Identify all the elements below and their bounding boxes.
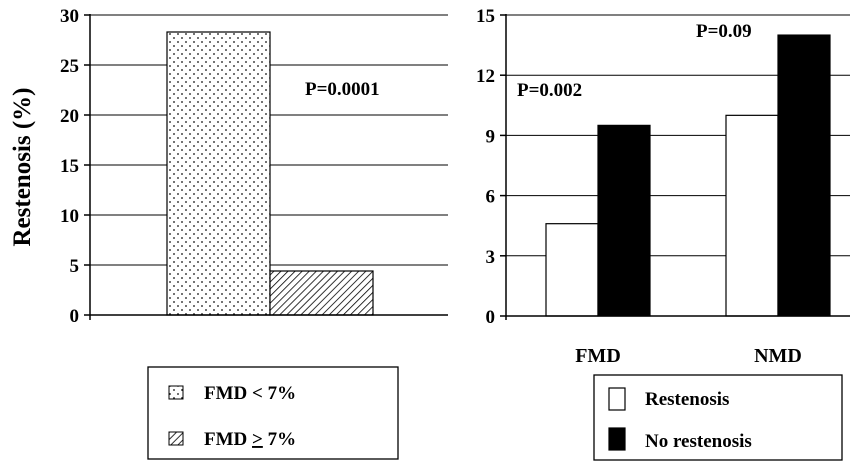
- right-tick-label: 12: [476, 66, 495, 87]
- left-tick-label: 25: [60, 56, 79, 77]
- legend-label-fmd-lt7: FMD < 7%: [204, 383, 296, 404]
- right-bar-nmd-restenosis: [725, 114, 779, 317]
- left-bar-fmd-lt7: [166, 31, 271, 316]
- legend-swatch-dots: [168, 385, 184, 400]
- left-tick-label: 15: [60, 156, 79, 177]
- legend-swatch-restenosis: [608, 387, 626, 411]
- left-legend-box: [147, 366, 399, 460]
- right-category-label-fmd: FMD: [575, 345, 621, 367]
- right-tick-label: 3: [486, 247, 496, 268]
- legend-label-no-restenosis: No restenosis: [645, 431, 752, 452]
- right-bar-fmd-restenosis: [545, 223, 599, 317]
- left-legend: FMD < 7% FMD > 7%: [147, 366, 399, 460]
- left-tick-label: 0: [70, 306, 80, 327]
- left-p-value: P=0.0001: [305, 79, 380, 100]
- right-tick-label: 0: [486, 307, 496, 328]
- right-legend-box: [593, 374, 843, 461]
- left-bar-fmd-ge7: [269, 270, 374, 316]
- left-tick-label: 10: [60, 206, 79, 227]
- right-bars: [545, 34, 831, 317]
- legend-swatch-no-restenosis: [608, 427, 626, 451]
- right-p-value-nmd: P=0.09: [696, 21, 752, 42]
- left-tick-label: 20: [60, 106, 79, 127]
- legend-label-fmd-ge7: FMD > 7%: [204, 429, 296, 450]
- left-y-axis-label: Restenosis (%): [9, 87, 36, 246]
- right-y-ticks: 0 3 6 9 12 15: [476, 6, 506, 328]
- right-bar-fmd-no-restenosis: [597, 124, 651, 317]
- left-tick-label: 5: [70, 256, 80, 277]
- right-legend: Restenosis No restenosis: [593, 374, 843, 461]
- left-chart: 0 5 10 15 20 25 30 Restenosis (%) P=0.0001: [9, 6, 448, 327]
- left-bars: [166, 31, 374, 316]
- left-y-ticks: 0 5 10 15 20 25 30: [60, 6, 90, 327]
- left-tick-label: 30: [60, 6, 79, 27]
- legend-label-restenosis: Restenosis: [645, 389, 729, 410]
- right-tick-label: 6: [486, 187, 496, 208]
- right-tick-label: 9: [486, 126, 496, 147]
- right-category-label-nmd: NMD: [754, 345, 802, 367]
- right-chart: 0 3 6 9 12 15 P=0.002 P=0.09 FMD NMD: [476, 6, 850, 367]
- right-tick-label: 15: [476, 6, 495, 27]
- legend-swatch-hatch: [168, 431, 184, 446]
- right-bar-nmd-no-restenosis: [777, 34, 831, 317]
- right-p-value-fmd: P=0.002: [517, 80, 582, 101]
